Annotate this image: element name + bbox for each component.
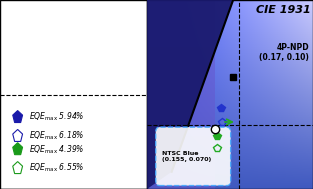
Text: NTSC Blue
(0.155, 0.070): NTSC Blue (0.155, 0.070) [162,151,212,162]
Text: $EQE_{\mathrm{max}}$ 5.94%: $EQE_{\mathrm{max}}$ 5.94% [29,111,85,123]
Text: 4P-NPD
(0.17, 0.10): 4P-NPD (0.17, 0.10) [259,43,309,62]
Polygon shape [13,111,23,122]
Polygon shape [147,0,215,189]
Text: CIE 1931: CIE 1931 [256,5,310,15]
FancyBboxPatch shape [156,127,231,186]
Polygon shape [13,143,23,155]
Polygon shape [147,0,233,189]
Text: $EQE_{\mathrm{max}}$ 6.18%: $EQE_{\mathrm{max}}$ 6.18% [29,130,85,142]
Text: $EQE_{\mathrm{max}}$ 6.55%: $EQE_{\mathrm{max}}$ 6.55% [29,162,85,174]
Text: $EQE_{\mathrm{max}}$ 4.39%: $EQE_{\mathrm{max}}$ 4.39% [29,143,85,156]
